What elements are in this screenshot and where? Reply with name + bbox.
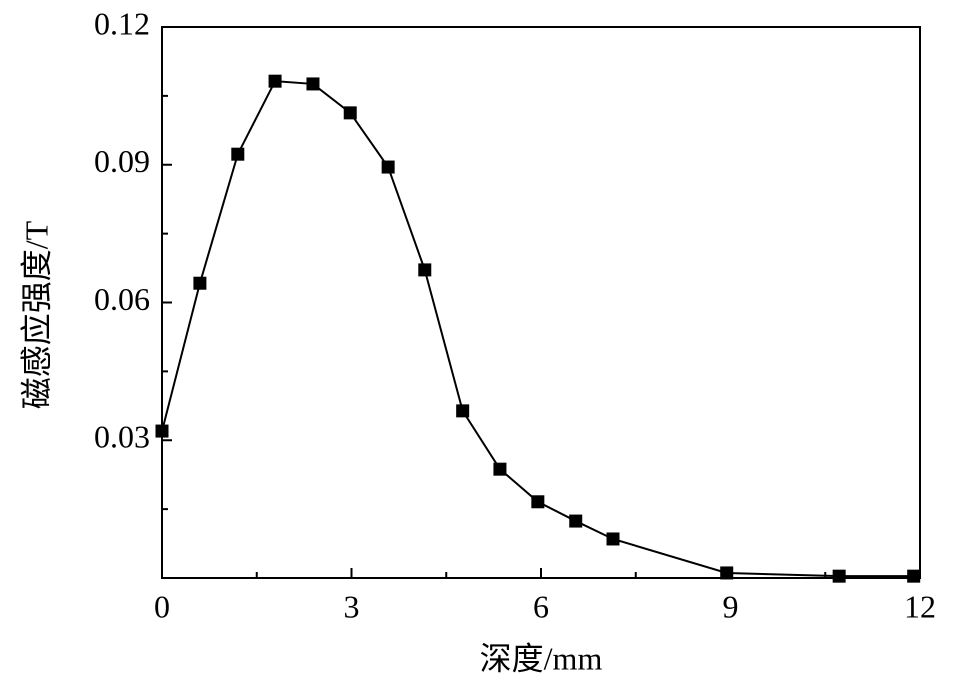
y-axis-title: 磁感应强度/T <box>18 220 54 409</box>
data-point <box>193 276 207 290</box>
x-tick-label: 9 <box>723 588 739 624</box>
data-point <box>343 106 357 120</box>
y-tick-label: 0.03 <box>94 419 150 455</box>
data-point <box>456 404 470 418</box>
data-point <box>907 569 921 583</box>
data-point <box>720 566 734 580</box>
data-point <box>493 462 507 476</box>
data-point <box>606 532 620 546</box>
data-point <box>531 495 545 509</box>
y-tick-label: 0.06 <box>94 281 150 317</box>
x-tick-label: 3 <box>344 588 360 624</box>
x-tick-label: 0 <box>154 588 170 624</box>
x-axis-title: 深度/mm <box>480 640 603 676</box>
data-point <box>569 514 583 528</box>
data-line <box>161 80 914 578</box>
data-point <box>418 263 432 277</box>
y-tick-label: 0.12 <box>94 5 150 41</box>
y-tick-label: 0.09 <box>94 143 150 179</box>
x-tick-label: 12 <box>904 588 936 624</box>
data-point <box>155 424 169 438</box>
data-point <box>231 147 245 161</box>
x-tick-label: 6 <box>533 588 549 624</box>
data-point <box>832 569 846 583</box>
data-point <box>268 74 282 88</box>
data-point <box>306 77 320 91</box>
data-point <box>381 160 395 174</box>
